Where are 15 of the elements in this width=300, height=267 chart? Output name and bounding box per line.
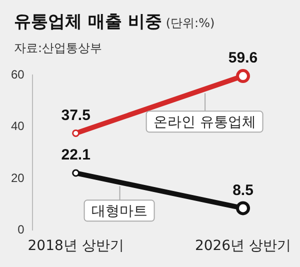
chart-subtitle: (단위:%): [166, 16, 215, 30]
y-tick-label: 60: [10, 67, 25, 82]
y-tick-label: 40: [10, 119, 25, 134]
text: 자료:산업통상부: [14, 40, 102, 57]
data-label: 37.5: [61, 106, 90, 124]
series-label: 대형마트: [91, 203, 148, 220]
data-label: 8.5: [232, 182, 254, 199]
series-label: 온라인 유통업체: [153, 114, 256, 130]
data-label: 22.1: [61, 146, 90, 164]
y-tick-label: 20: [10, 170, 25, 185]
x-tick-label: 2018년 상반기: [28, 238, 124, 254]
data-label: 59.6: [228, 50, 258, 67]
x-tick-label: 2026년 상반기: [194, 238, 292, 254]
chart-title: 유통업체 매출 비중: [14, 12, 162, 32]
y-tick-label: 0: [18, 222, 25, 237]
